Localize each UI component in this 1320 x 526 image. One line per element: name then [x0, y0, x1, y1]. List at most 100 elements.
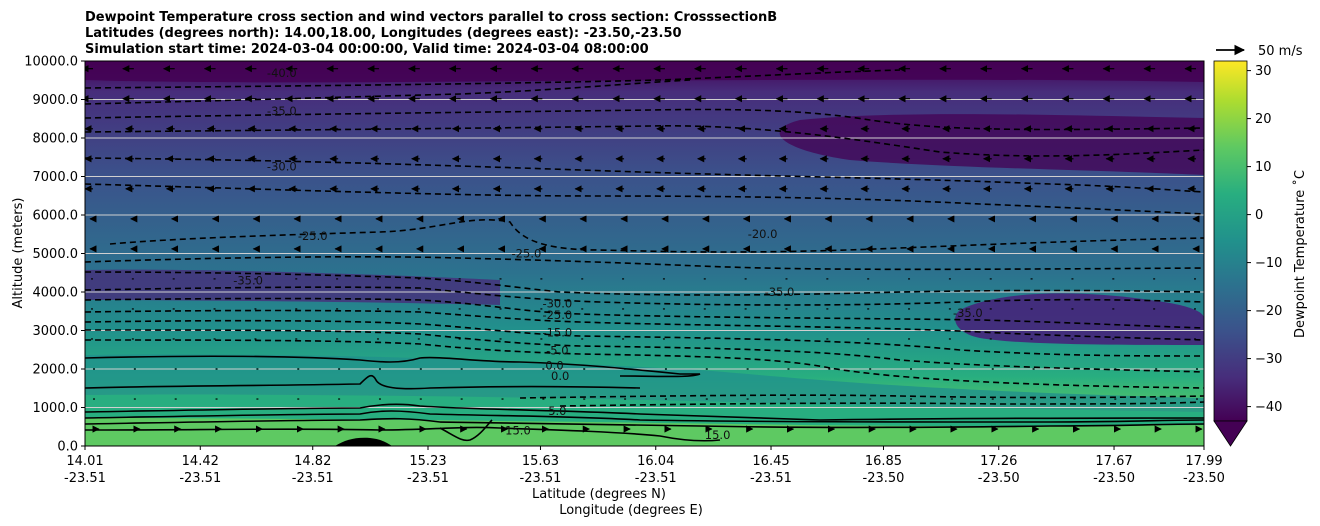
contour-twelve	[85, 417, 1204, 429]
contour-minus-40	[85, 69, 901, 89]
plot-area: -40.0-35.0-30.0-25.0 -20.0-25.0-30.0-25.0…	[85, 61, 1204, 446]
contour-minus-35b	[85, 125, 1204, 157]
x-tick-label-lat: 15.63	[522, 454, 559, 469]
colorbar-tick-label: 20	[1255, 112, 1272, 127]
x-tick-label-lon: -23.51	[750, 471, 792, 486]
y-tick-label: 1000.0	[33, 401, 79, 416]
contour-label: 15.0	[505, 423, 531, 437]
terrain	[335, 437, 392, 446]
contour-label: -25.0	[512, 246, 542, 260]
colorbar-tick-label: −10	[1255, 256, 1282, 271]
x-tick-label-lon: -23.51	[179, 471, 221, 486]
contour-label: -35.0	[267, 104, 297, 118]
y-tick-label: 5000.0	[33, 247, 79, 262]
contour-label: -20.0	[748, 227, 778, 241]
contour-label: -35.0	[953, 306, 983, 320]
contour-five	[85, 403, 1204, 421]
solid-contours	[85, 355, 1204, 442]
contour-label: -30.0	[267, 160, 297, 174]
contour-label: -25.0	[542, 308, 572, 322]
x-tick-label-lat: 15.23	[409, 454, 446, 469]
x-tick-label-lon: -23.50	[1183, 471, 1225, 486]
contour-label: -35.0	[765, 285, 795, 299]
contour-minus-35c	[85, 286, 1204, 306]
contour-label: 5.0	[548, 404, 566, 418]
x-tick-label-lon: -23.51	[64, 471, 106, 486]
contour-label: -40.0	[267, 66, 297, 80]
title-line-1: Dewpoint Temperature cross section and w…	[85, 10, 777, 25]
x-tick-label-lat: 14.42	[182, 454, 219, 469]
contour-minus-30	[85, 157, 1204, 193]
colorbar-tick-label: −30	[1255, 352, 1282, 367]
contour-minus-5	[85, 339, 1204, 389]
y-tick-label: 10000.0	[24, 55, 78, 70]
contour-label: -25.0	[298, 229, 328, 243]
contour-label: 0.0	[545, 358, 563, 372]
chart-title: Dewpoint Temperature cross section and w…	[85, 10, 777, 57]
x-tick-label-lat: 14.01	[66, 454, 103, 469]
colorbar-tick-label: 10	[1255, 160, 1272, 175]
contour-label: -35.0	[233, 273, 263, 287]
contour-labels: -40.0-35.0-30.0-25.0 -20.0-25.0-30.0-25.0…	[233, 66, 983, 442]
title-line-3: Simulation start time: 2024-03-04 00:00:…	[85, 42, 649, 57]
y-tick-label: 2000.0	[33, 363, 79, 378]
dry-region-mid-left	[85, 269, 500, 305]
y-tick-label: 9000.0	[33, 93, 79, 108]
quiver-key: 50 m/s	[1216, 44, 1303, 59]
colorbar-bar	[1213, 60, 1248, 422]
colorbar-tick-label: −40	[1255, 400, 1282, 415]
y-tick-label: 8000.0	[33, 132, 79, 147]
x-tick-label-lon: -23.51	[407, 471, 449, 486]
x-tick-label-lon: -23.51	[520, 471, 562, 486]
x-axis-label-lon: Longitude (degrees E)	[559, 503, 703, 518]
y-tick-label: 0.0	[57, 440, 78, 455]
contour-minus-10	[85, 329, 1204, 373]
x-tick-label-lat: 17.67	[1095, 454, 1132, 469]
colorbar-tick-label: 30	[1255, 64, 1272, 79]
grid-lines	[85, 99, 1204, 408]
contour-zero-b	[85, 374, 641, 390]
y-tick-label: 3000.0	[33, 324, 79, 339]
dry-region-top	[85, 61, 1204, 83]
x-tick-label-lat: 16.85	[865, 454, 902, 469]
y-axis: 0.0 1000.0 2000.0 3000.0 4000.0 5000.0 6000.0 7…	[24, 55, 85, 455]
colorbar: 30 20 10 0 −10 −20 −30 −40 Dewpoint Temperature…	[1213, 60, 1308, 447]
quiver-key-label: 50 m/s	[1258, 44, 1303, 59]
x-tick-label-lon: -23.50	[978, 471, 1020, 486]
y-tick-label: 7000.0	[33, 170, 79, 185]
contour-minus-30d	[85, 297, 1204, 329]
contour-zero	[85, 355, 701, 378]
dry-region-mid-right	[955, 293, 1204, 345]
colorbar-extend-min	[1213, 420, 1248, 447]
contour-label: 15.0	[705, 428, 731, 442]
contour-minus-30b	[85, 183, 1204, 215]
contour-fifteen	[85, 426, 721, 442]
wind-vectors	[85, 65, 1203, 433]
contour-label: -15.0	[542, 326, 572, 340]
contours	[85, 69, 1204, 442]
contour-minus-25	[109, 219, 1204, 253]
contour-label: -30.0	[542, 296, 572, 310]
x-tick-label-lat: 16.04	[637, 454, 674, 469]
dashed-contours	[85, 69, 1204, 407]
x-tick-label-lat: 17.26	[980, 454, 1017, 469]
y-axis-label: Altitude (meters)	[11, 198, 26, 309]
contour-minus-25c	[85, 309, 1204, 341]
colorbar-tick-label: −20	[1255, 304, 1282, 319]
x-tick-label-lat: 17.99	[1185, 454, 1222, 469]
x-tick-label-lat: 14.82	[294, 454, 331, 469]
x-tick-label-lon: -23.50	[863, 471, 905, 486]
x-tick-label-lon: -23.51	[635, 471, 677, 486]
contour-minus-40b	[85, 79, 691, 105]
contour-minus-5b	[519, 394, 1204, 399]
contour-label: -5.0	[546, 343, 568, 357]
x-axis: 14.01 -23.51 14.42 -23.51 14.82 -23.51 15.23 -2…	[64, 446, 1225, 486]
contour-label: 0.0	[551, 369, 569, 383]
contour-minus-35	[85, 108, 1204, 131]
contour-minus-5c	[559, 401, 1204, 407]
x-axis-label-lat: Latitude (degrees N)	[532, 487, 666, 502]
contour-minus-30c	[85, 271, 1204, 296]
contour-minus-25b	[85, 255, 1204, 271]
colorbar-tick-label: 0	[1255, 208, 1263, 223]
